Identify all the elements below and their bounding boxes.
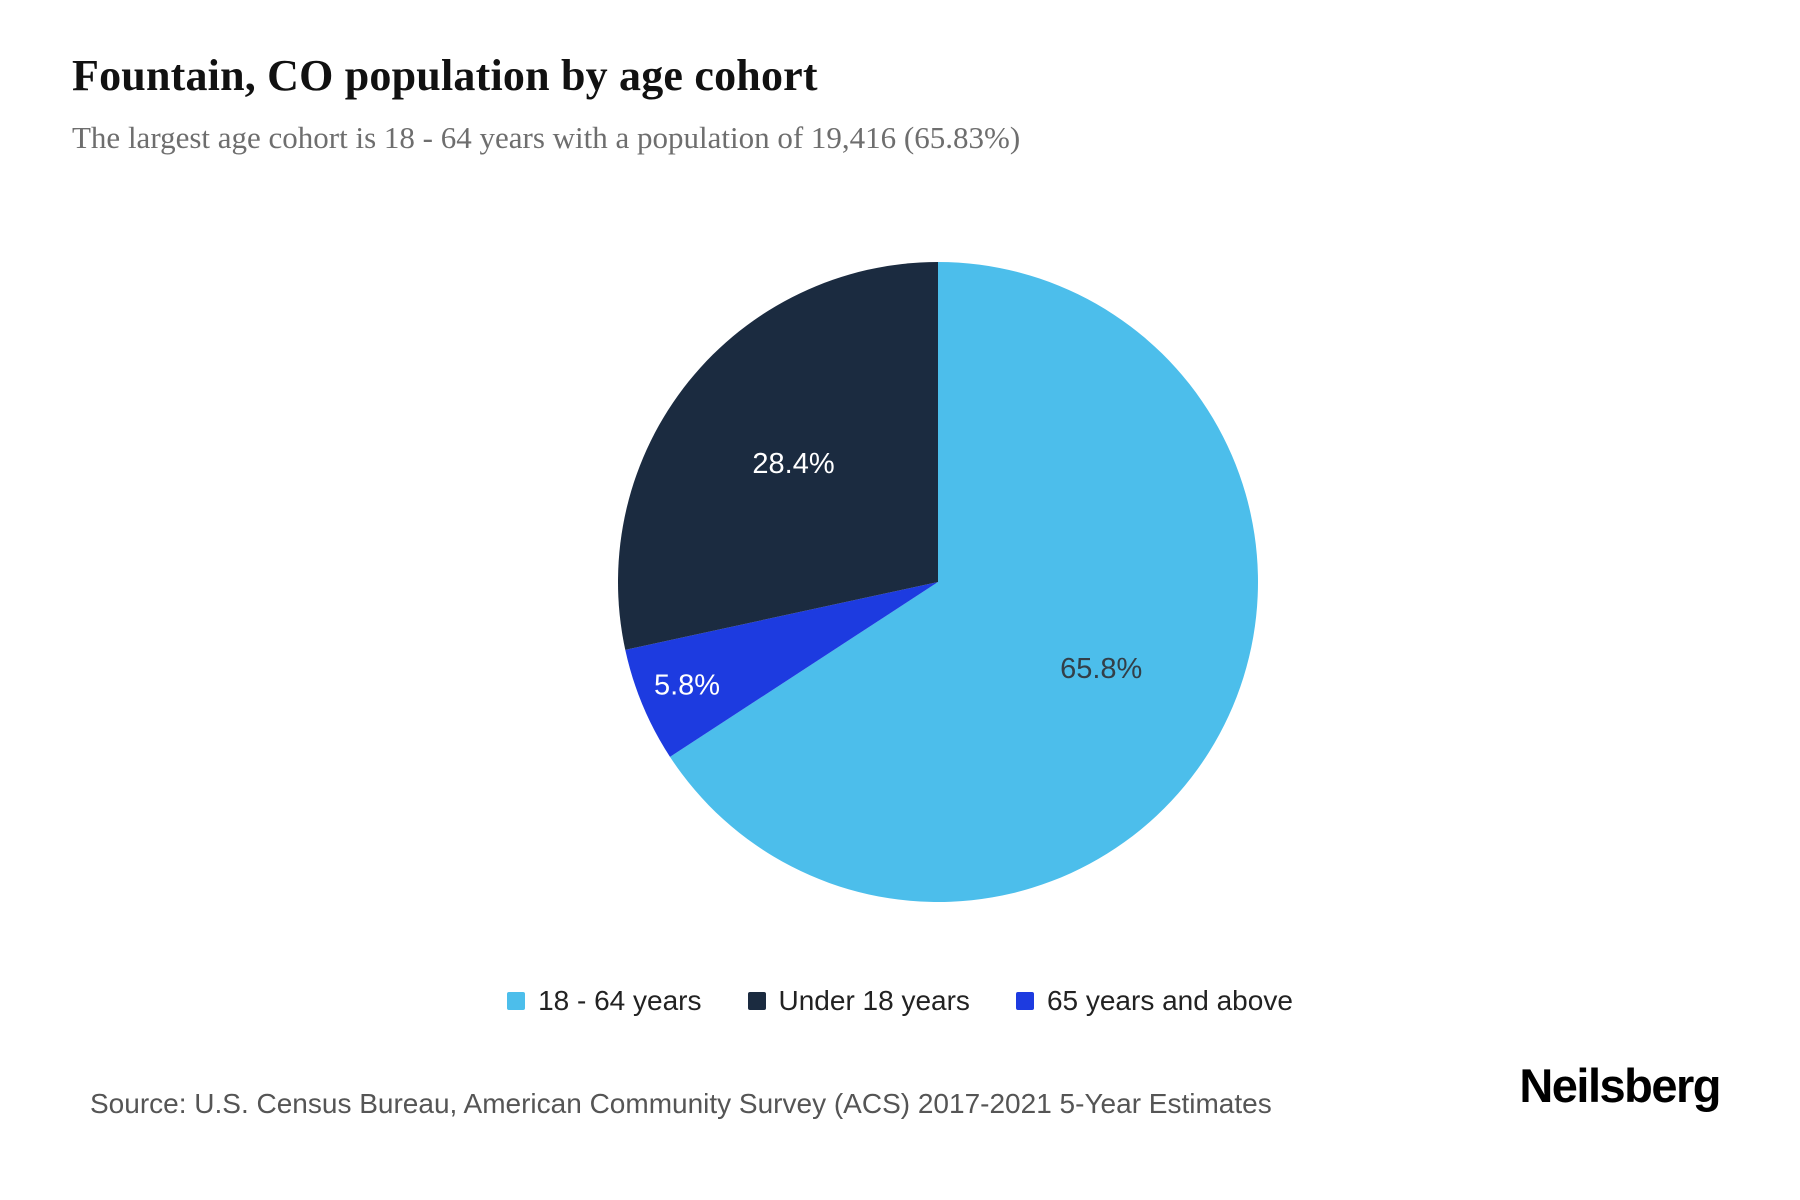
legend-item-under-18-years[interactable]: Under 18 years: [747, 985, 970, 1017]
legend-item-18-64-years[interactable]: 18 - 64 years: [507, 985, 702, 1017]
neilsberg-logo: Neilsberg: [1519, 1059, 1721, 1112]
pie-chart: 65.8% 5.8% 28.4%: [617, 262, 1258, 903]
legend-swatch-icon: [1015, 992, 1034, 1010]
legend-swatch-icon: [747, 992, 766, 1010]
chart-legend: 18 - 64 years Under 18 years 65 years and …: [0, 985, 1800, 1017]
pie-slice-65-years-and-above[interactable]: [625, 582, 938, 757]
pie-slice-18-64-years[interactable]: [669, 262, 1258, 903]
legend-label: Under 18 years: [778, 985, 970, 1016]
pie-slice-value-label: 28.4%: [752, 448, 834, 480]
pie-slice-value-label: 5.8%: [654, 670, 720, 702]
source-attribution: Source: U.S. Census Bureau, American Com…: [90, 1088, 1272, 1119]
chart-title: Fountain, CO population by age cohort: [72, 51, 818, 100]
chart-subtitle: The largest age cohort is 18 - 64 years …: [72, 120, 1021, 155]
pie-slice-under-18-years[interactable]: [617, 262, 938, 650]
pie-chart-area: 65.8% 5.8% 28.4%: [608, 252, 1268, 912]
legend-label: 18 - 64 years: [538, 985, 702, 1016]
legend-item-65-years-and-above[interactable]: 65 years and above: [1015, 985, 1293, 1017]
legend-label: 65 years and above: [1046, 985, 1293, 1016]
legend-swatch-icon: [507, 992, 526, 1010]
pie-slice-value-label: 65.8%: [1060, 653, 1142, 685]
